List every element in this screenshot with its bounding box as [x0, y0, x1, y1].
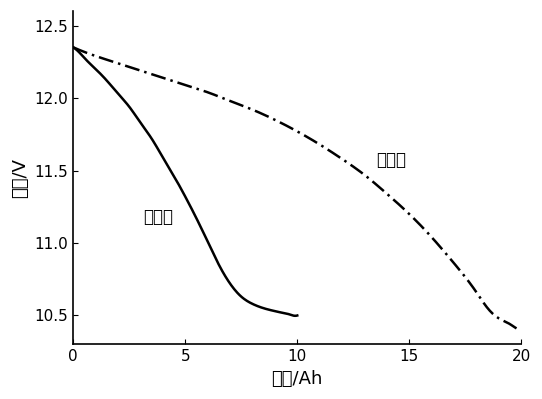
Text: 修复前: 修复前 [144, 208, 173, 226]
X-axis label: 容量/Ah: 容量/Ah [272, 370, 323, 388]
Y-axis label: 电压/V: 电压/V [11, 158, 29, 198]
Text: 修复后: 修复后 [376, 151, 406, 170]
